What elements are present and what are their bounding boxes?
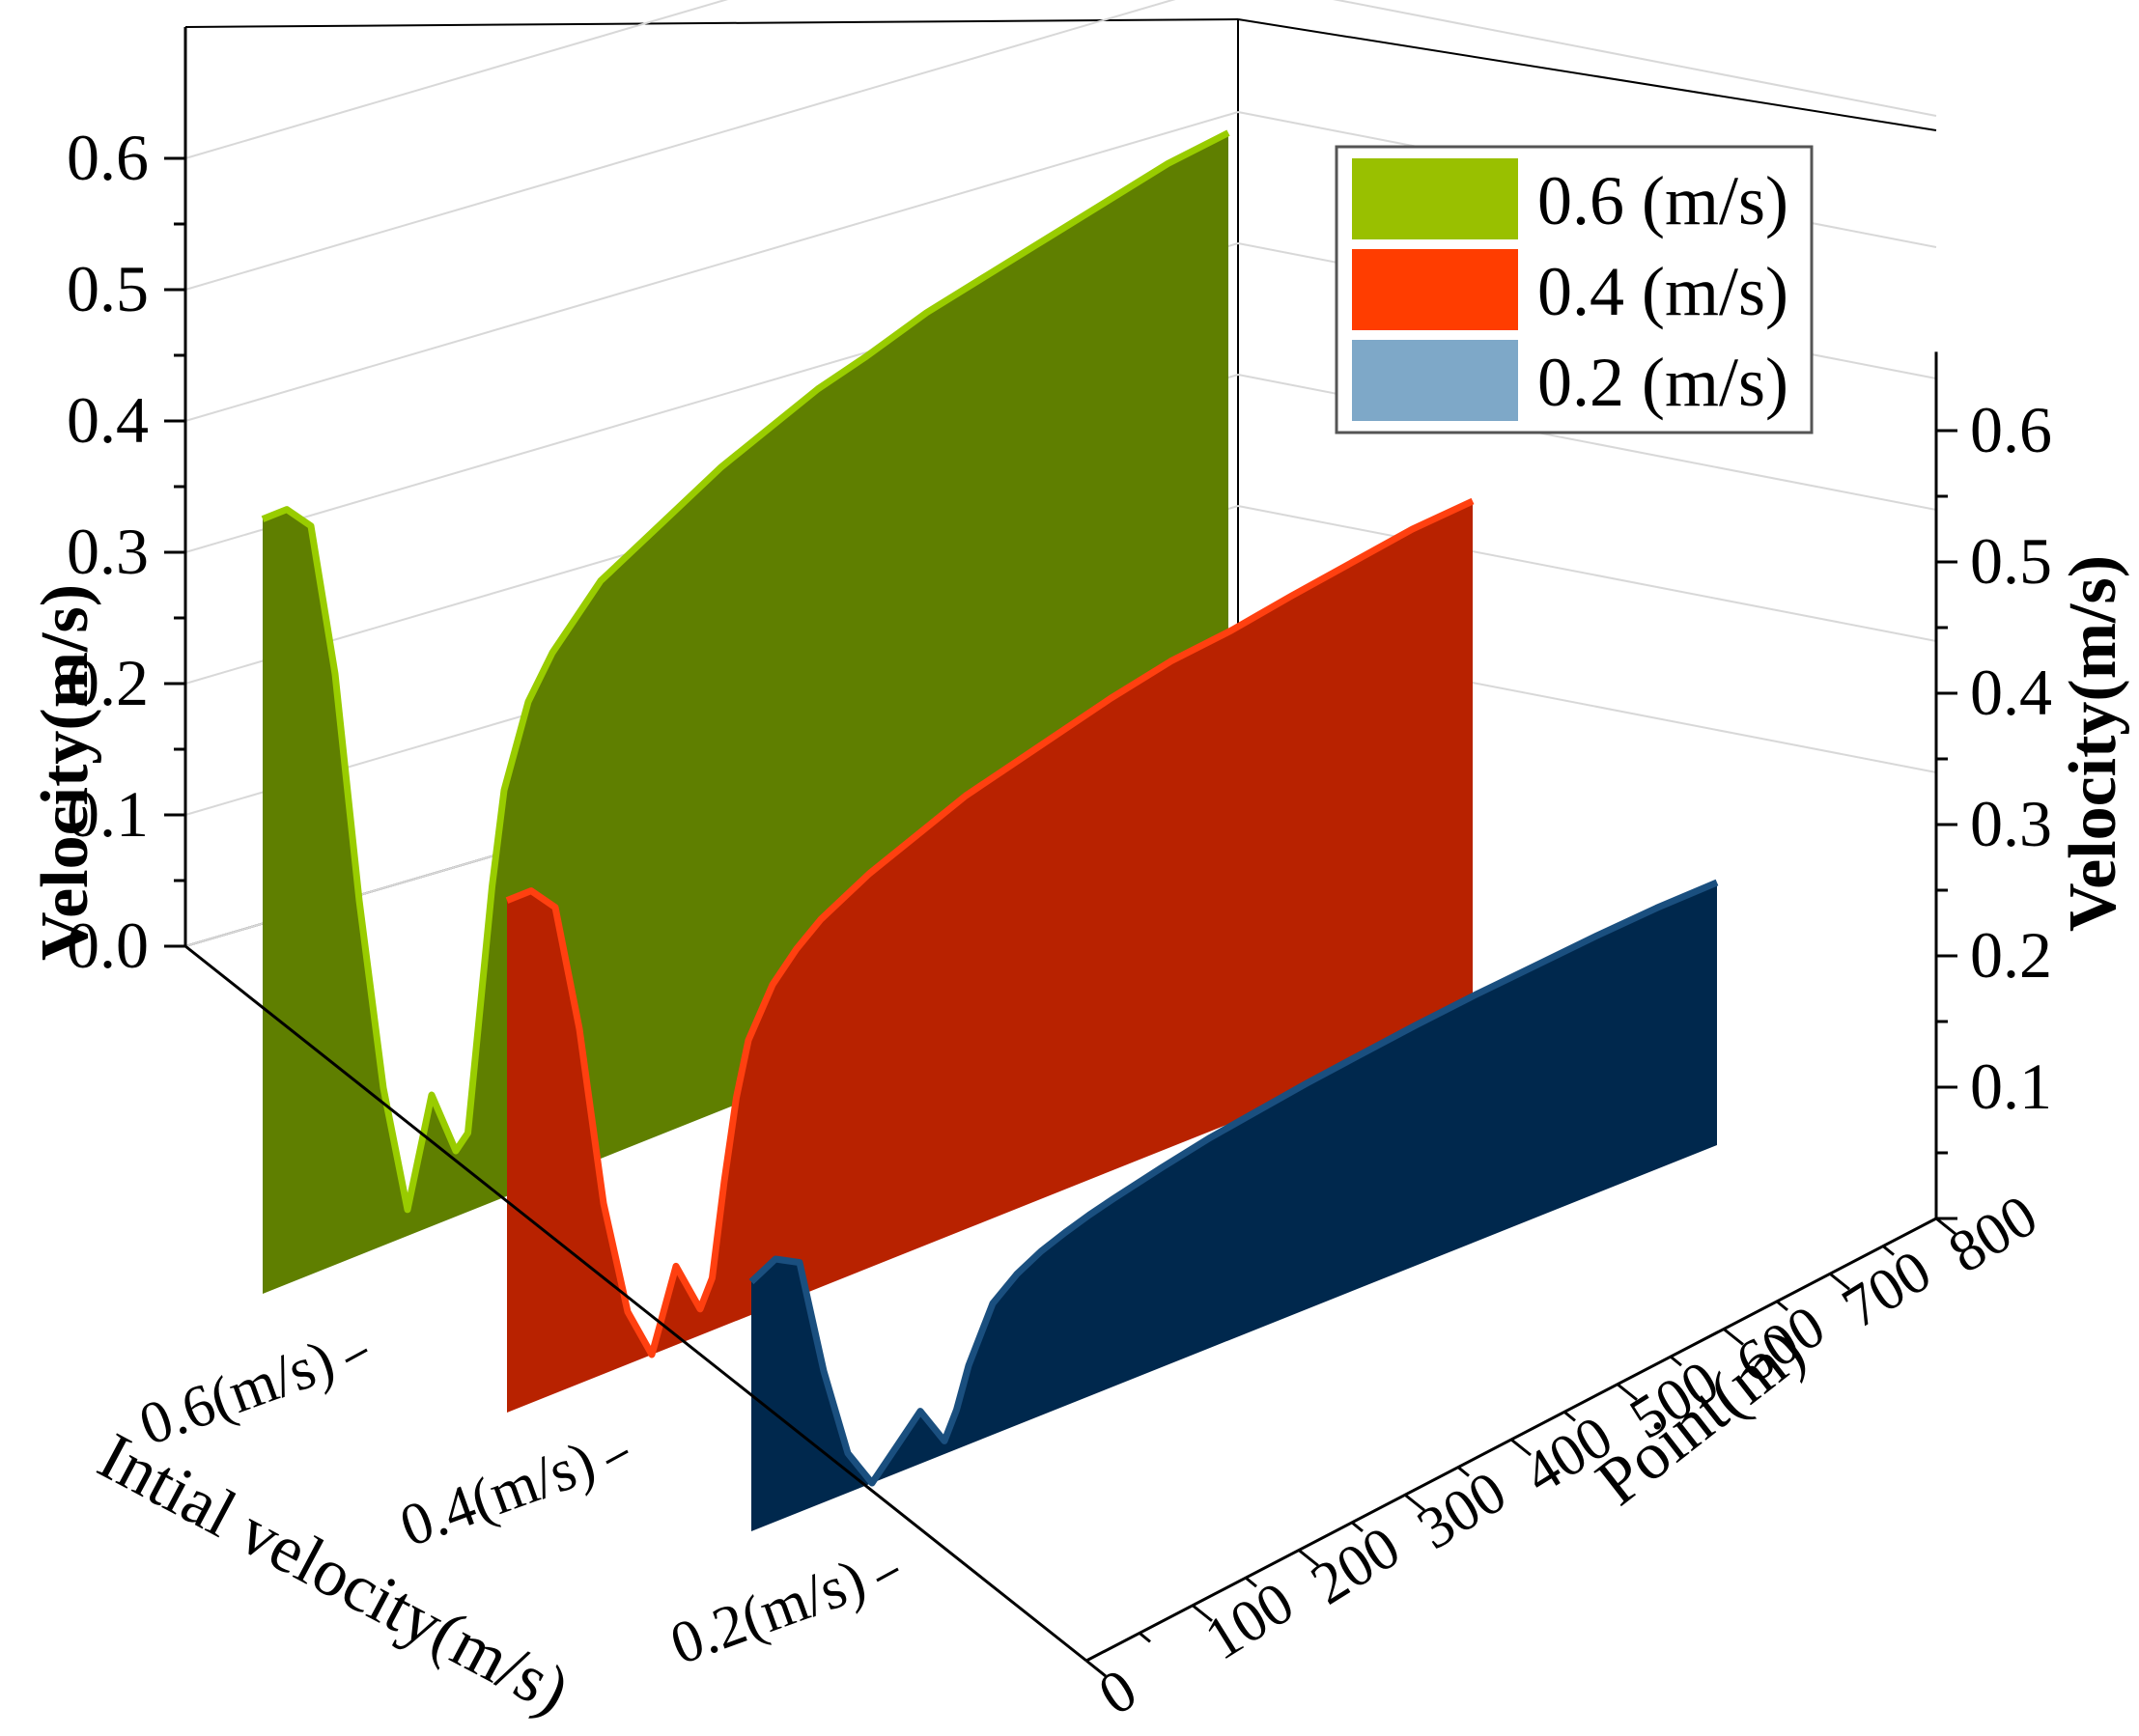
x-tick-label: 100 xyxy=(1194,1570,1305,1673)
legend-label-04: 0.4 (m/s) xyxy=(1537,253,1788,330)
depth-tick-label: 0.2(m/s) xyxy=(662,1547,874,1677)
z-tick-label-right: 0.5 xyxy=(1970,524,2052,598)
x-minor-tick xyxy=(1776,1300,1788,1312)
x-tick-label: 800 xyxy=(1937,1183,2048,1286)
z-tick-label-right: 0.2 xyxy=(1970,918,2052,992)
depth-tick-label: 0.4(m/s) xyxy=(392,1429,604,1559)
series-area-2 xyxy=(751,882,1717,1531)
series-line-1 xyxy=(505,497,1475,1358)
x-tick xyxy=(1829,1273,1850,1291)
x-minor-tick xyxy=(1139,1632,1151,1643)
x-tick xyxy=(1510,1438,1532,1457)
x-minor-tick xyxy=(1245,1576,1257,1588)
z-tick-label-right: 0.3 xyxy=(1970,787,2052,860)
x-minor-tick xyxy=(1563,1411,1576,1422)
legend-swatch-02 xyxy=(1352,340,1518,421)
top-back-edge xyxy=(184,18,1239,28)
x-tick-label: 0 xyxy=(1087,1657,1147,1728)
grid-line-right-wall xyxy=(1237,505,1937,642)
grid-line-right-wall xyxy=(1333,0,1937,117)
z-tick-label-left: 0.0 xyxy=(67,909,149,982)
series-area-1 xyxy=(507,501,1473,1413)
depth-tick xyxy=(345,1348,368,1363)
x-tick xyxy=(1617,1383,1638,1401)
legend-label-06: 0.6 (m/s) xyxy=(1537,162,1788,239)
legend-label-02: 0.2 (m/s) xyxy=(1537,344,1788,421)
grid-line-left-wall xyxy=(184,0,729,159)
grid-line-left-wall xyxy=(184,0,1176,291)
series-line-2 xyxy=(748,879,1719,1487)
legend-swatch-06 xyxy=(1352,158,1518,239)
grid-line-left-wall xyxy=(184,111,1239,422)
x-tick xyxy=(1723,1328,1744,1346)
z-tick-label-left: 0.5 xyxy=(67,252,149,325)
series-layer xyxy=(261,129,1719,1531)
depth-tick xyxy=(605,1449,629,1465)
x-minor-tick xyxy=(1670,1355,1682,1367)
x-minor-tick xyxy=(1457,1466,1470,1477)
legend: 0.6 (m/s) 0.4 (m/s) 0.2 (m/s) xyxy=(1335,145,1814,434)
x-axis-title: Point(m) xyxy=(1583,1313,1818,1520)
x-tick-label: 700 xyxy=(1831,1238,1942,1341)
z-tick-label-left: 0.4 xyxy=(67,383,149,457)
z-tick-label-left: 0.1 xyxy=(67,777,149,851)
z-tick-label-left: 0.3 xyxy=(67,515,149,588)
z-tick-label-left: 0.6 xyxy=(67,121,149,194)
z-tick-label-left: 0.2 xyxy=(67,646,149,719)
z-axis-title-right: Velocity(m/s) xyxy=(2056,555,2130,932)
depth-axis xyxy=(184,944,1087,1663)
x-tick xyxy=(1404,1494,1425,1512)
depth-tick-label: 0.6(m/s) xyxy=(131,1328,343,1458)
x-tick xyxy=(1935,1217,1956,1236)
x-tick-label: 200 xyxy=(1300,1514,1411,1617)
depth-tick xyxy=(876,1567,899,1582)
x-minor-tick xyxy=(1882,1245,1895,1256)
x-tick xyxy=(1298,1549,1319,1567)
z-tick-label-right: 0.1 xyxy=(1970,1050,2052,1123)
legend-swatch-04 xyxy=(1352,249,1518,330)
z-axis-title-left: Velocity(m/s) xyxy=(28,584,102,961)
z-tick-label-right: 0.4 xyxy=(1970,656,2052,729)
z-tick-label-right: 0.6 xyxy=(1970,393,2052,466)
x-tick-label: 300 xyxy=(1406,1459,1517,1562)
top-right-edge xyxy=(1237,18,1937,131)
series-line-0 xyxy=(261,129,1230,1214)
x-minor-tick xyxy=(1351,1521,1364,1533)
x-tick xyxy=(1085,1659,1107,1678)
x-tick xyxy=(1192,1604,1213,1622)
